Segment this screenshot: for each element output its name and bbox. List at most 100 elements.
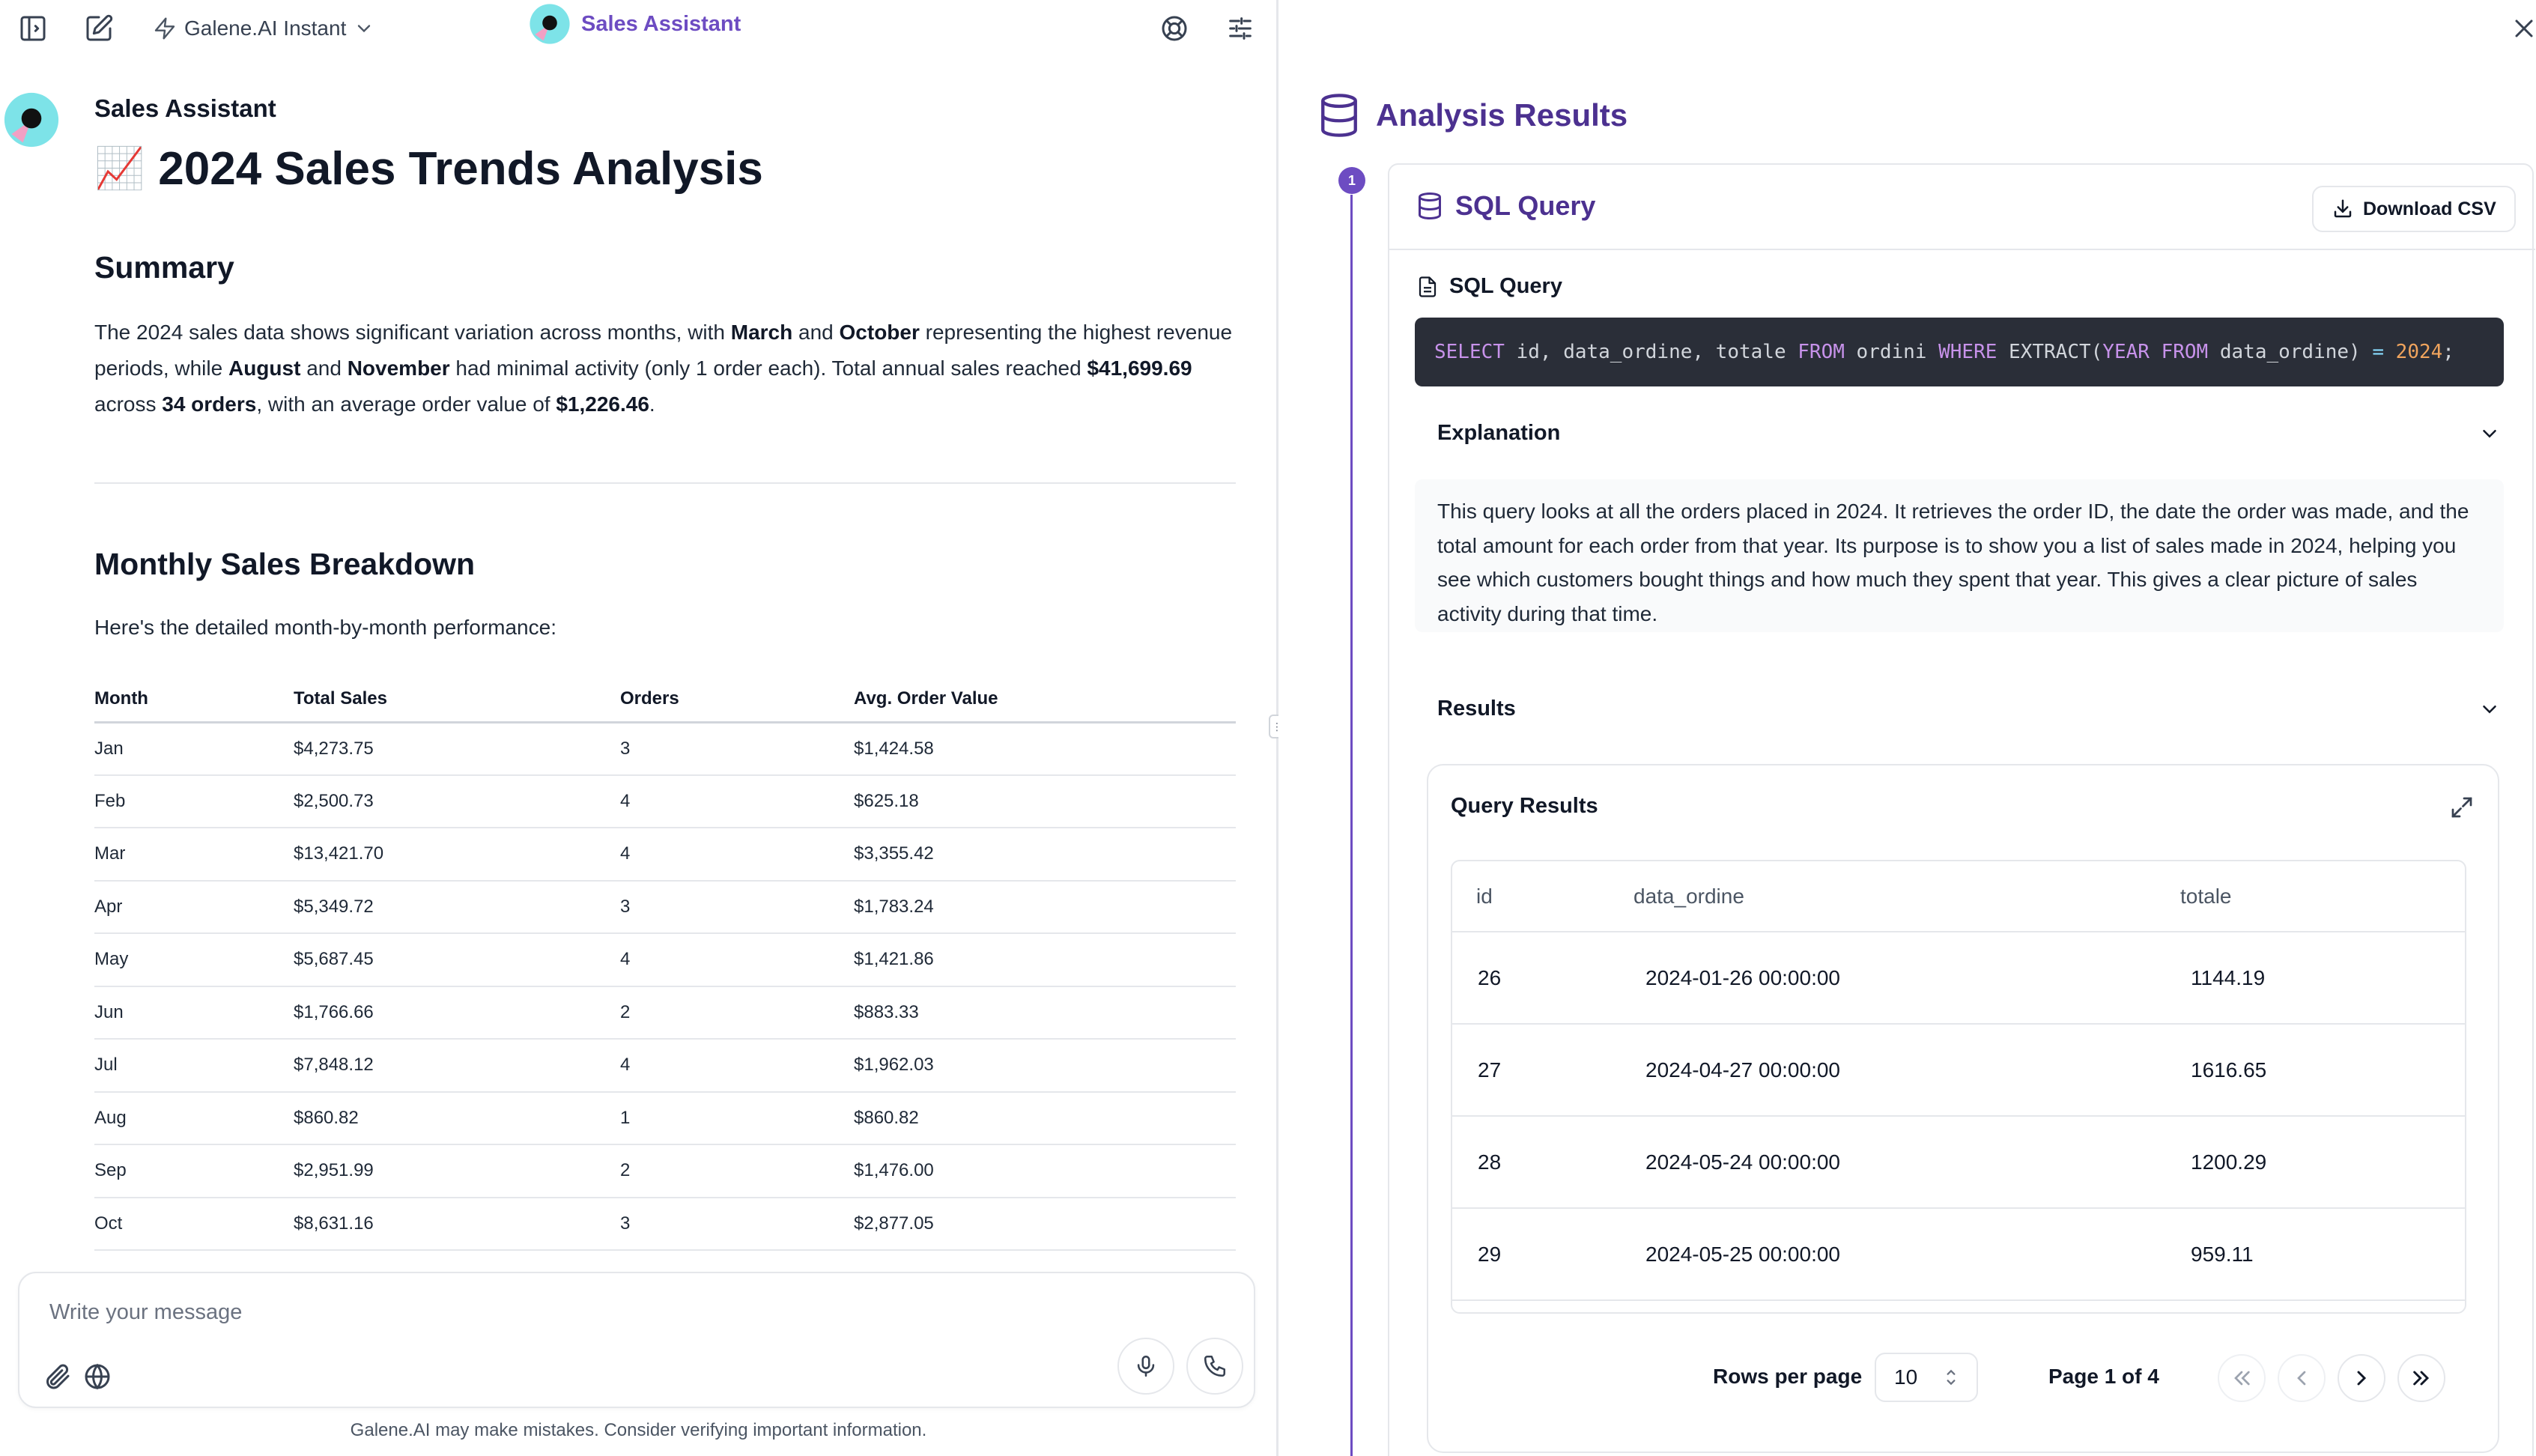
message-title-text: 2024 Sales Trends Analysis [158, 143, 763, 195]
cell-id: 28 [1452, 1116, 1633, 1209]
new-chat-icon[interactable] [84, 13, 114, 43]
summary-heading: Summary [94, 250, 234, 285]
step-number-badge: 1 [1338, 167, 1365, 194]
chevron-down-icon [2478, 422, 2501, 445]
assistant-tab[interactable]: Sales Assistant [529, 3, 741, 45]
table-row: 26 2024-01-26 00:00:00 1144.19 [1452, 932, 2465, 1025]
query-results-card: Query Results id data_ordine totale 26 20… [1427, 764, 2499, 1453]
cell-avg-order: $2,877.05 [854, 1197, 1236, 1251]
globe-icon[interactable] [82, 1362, 112, 1392]
help-icon[interactable] [1159, 13, 1189, 43]
last-page-button[interactable] [2397, 1354, 2445, 1402]
cell-data-ordine: 2024-05-24 00:00:00 [1633, 1116, 2180, 1209]
table-row: Aug $860.82 1 $860.82 [94, 1091, 1236, 1145]
table-row: Oct $8,631.16 3 $2,877.05 [94, 1197, 1236, 1251]
explanation-text: This query looks at all the orders place… [1415, 479, 2504, 632]
results-header-row: id data_ordine totale [1452, 861, 2465, 932]
next-page-button[interactable] [2338, 1354, 2385, 1402]
cell-total-sales: $2,951.99 [294, 1144, 620, 1198]
chart-emoji-icon: 📈 [94, 146, 145, 191]
chat-pane: Galene.AI Instant Sales Assistant Sales … [0, 3, 1277, 1440]
results-table-container[interactable]: id data_ordine totale 26 2024-01-26 00:00… [1451, 860, 2466, 1314]
previous-page-button[interactable] [2278, 1354, 2326, 1402]
cell-month: Feb [94, 774, 294, 828]
table-row: May $5,687.45 4 $1,421.86 [94, 933, 1236, 987]
explanation-label: Explanation [1437, 421, 1561, 445]
cell-month: Aug [94, 1091, 294, 1145]
microphone-icon [1133, 1353, 1159, 1379]
cell-id: 26 [1452, 932, 1633, 1025]
cell-totale: 1144.19 [2180, 932, 2465, 1025]
chevron-right-icon [2350, 1366, 2373, 1390]
section-divider [94, 482, 1236, 484]
message-input[interactable] [49, 1296, 1023, 1329]
chevron-up-down-icon [1944, 1368, 1959, 1387]
database-icon [1416, 191, 1443, 221]
col-data-ordine-header[interactable]: data_ordine [1633, 861, 2180, 932]
sql-query-card: SQL Query Download CSV SQL Query SELECT … [1388, 163, 2535, 1456]
download-csv-button[interactable]: Download CSV [2312, 186, 2516, 232]
sql-section-label-text: SQL Query [1449, 274, 1562, 298]
call-button[interactable] [1186, 1338, 1243, 1395]
message-title: 📈 2024 Sales Trends Analysis [94, 142, 763, 195]
assistant-avatar-icon [529, 3, 571, 45]
cell-orders: 4 [620, 828, 854, 882]
disclaimer-text: Galene.AI may make mistakes. Consider ve… [350, 1420, 927, 1440]
cell-total-sales: $13,421.70 [294, 828, 620, 882]
cell-avg-order: $883.33 [854, 986, 1236, 1040]
table-row: 28 2024-05-24 00:00:00 1200.29 [1452, 1116, 2465, 1209]
table-row: Sep $2,951.99 2 $1,476.00 [94, 1144, 1236, 1198]
cell-orders: 4 [620, 774, 854, 828]
cell-month: Jun [94, 986, 294, 1040]
query-results-title: Query Results [1451, 794, 1598, 818]
rows-per-page-value: 10 [1894, 1365, 1918, 1389]
cell-avg-order: $625.18 [854, 774, 1236, 828]
analysis-header: Analysis Results [1317, 91, 1628, 139]
results-accordion[interactable]: Results [1437, 697, 2501, 721]
close-icon[interactable] [2509, 13, 2536, 43]
explanation-accordion[interactable]: Explanation [1437, 421, 2501, 446]
sidebar-toggle-icon[interactable] [18, 13, 48, 43]
cell-month: Apr [94, 880, 294, 934]
cell-totale: 1200.29 [2180, 1116, 2465, 1209]
settings-sliders-icon[interactable] [1225, 13, 1255, 43]
cell-data-ordine: 2024-05-25 00:00:00 [1633, 1208, 2180, 1301]
cell-totale: 1616.65 [2180, 1024, 2465, 1117]
table-row: Jun $1,766.66 2 $883.33 [94, 986, 1236, 1040]
first-page-button[interactable] [2218, 1354, 2266, 1402]
table-row: Apr $5,349.72 3 $1,783.24 [94, 880, 1236, 934]
cell-month: Jul [94, 1039, 294, 1093]
cell-orders: 1 [620, 1091, 854, 1145]
phone-icon [1202, 1353, 1228, 1379]
results-label: Results [1437, 697, 1516, 721]
cell-orders: 3 [620, 880, 854, 934]
table-row: Mar $13,421.70 4 $3,355.42 [94, 828, 1236, 882]
document-icon [1416, 275, 1439, 299]
table-row: Jul $7,848.12 4 $1,962.03 [94, 1039, 1236, 1093]
col-id-header[interactable]: id [1452, 861, 1633, 932]
cell-totale: 959.11 [2180, 1208, 2465, 1301]
rows-per-page-label: Rows per page [1713, 1365, 1863, 1388]
cell-id: 27 [1452, 1024, 1633, 1117]
col-avg-order-header: Avg. Order Value [854, 677, 1236, 724]
cell-avg-order: $1,421.86 [854, 933, 1236, 987]
attach-icon[interactable] [42, 1362, 72, 1392]
table-row: 27 2024-04-27 00:00:00 1616.65 [1452, 1024, 2465, 1117]
lightning-icon [153, 16, 177, 40]
microphone-button[interactable] [1117, 1338, 1174, 1395]
card-title: SQL Query [1416, 190, 1595, 222]
cell-avg-order: $1,476.00 [854, 1144, 1236, 1198]
cell-avg-order: $1,424.58 [854, 722, 1236, 776]
cell-total-sales: $860.82 [294, 1091, 620, 1145]
breakdown-intro: Here's the detailed month-by-month perfo… [94, 616, 556, 639]
download-csv-label: Download CSV [2363, 198, 2496, 219]
expand-icon[interactable] [2448, 794, 2475, 821]
card-title-text: SQL Query [1455, 190, 1596, 221]
col-orders-header: Orders [620, 677, 854, 724]
model-selector[interactable]: Galene.AI Instant [153, 12, 374, 45]
table-row: 29 2024-05-25 00:00:00 959.11 [1452, 1208, 2465, 1301]
chevron-down-icon [354, 18, 374, 39]
col-totale-header[interactable]: totale [2180, 861, 2465, 932]
chat-scroll-area[interactable]: Sales Assistant 📈 2024 Sales Trends Anal… [0, 72, 1277, 1270]
rows-per-page-select[interactable]: 10 [1875, 1353, 1978, 1402]
